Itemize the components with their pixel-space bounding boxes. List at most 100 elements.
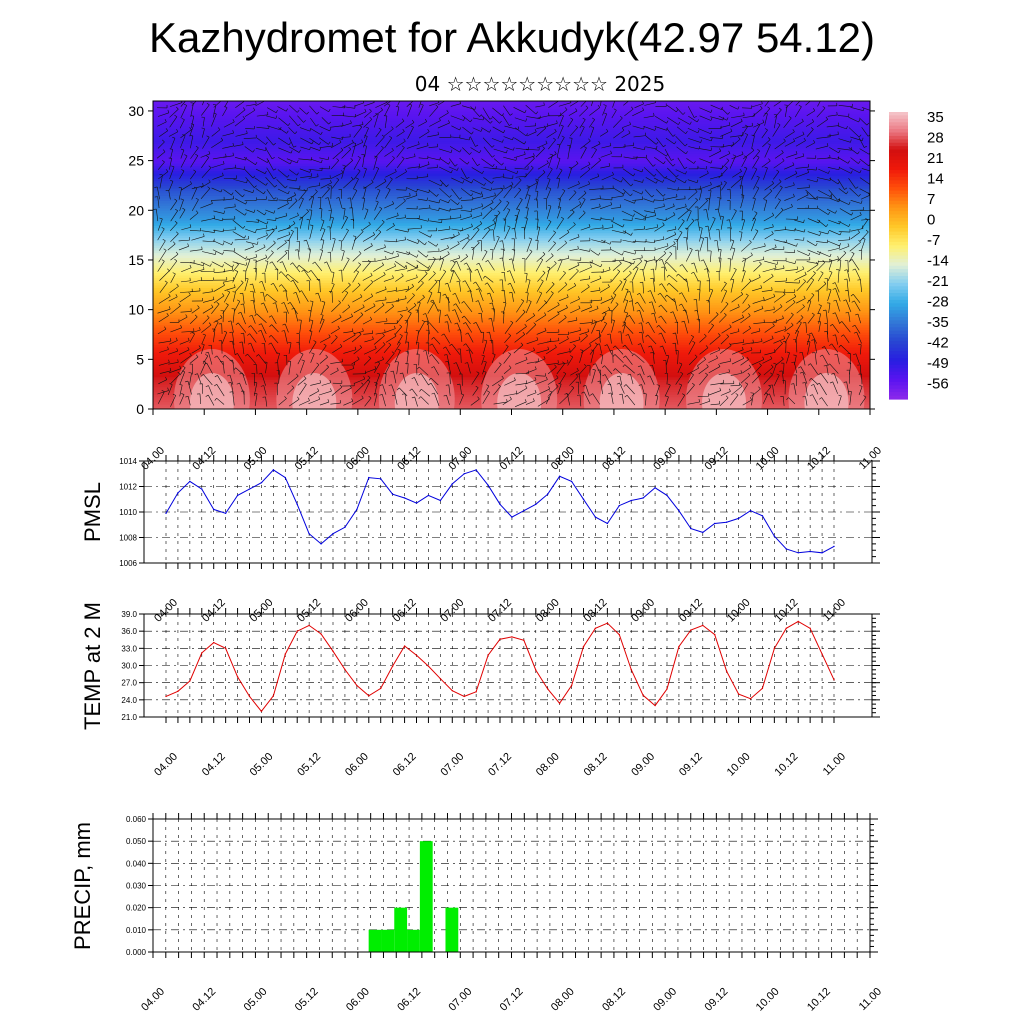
wind-barb-flag — [696, 119, 699, 123]
wind-barb-flag — [181, 393, 185, 395]
wind-barb — [289, 115, 299, 127]
xtick-label: 10.12 — [772, 751, 800, 779]
wind-barb-flag — [795, 170, 798, 174]
wind-barb — [581, 286, 590, 293]
wind-barb-flag — [653, 209, 656, 213]
wind-barb — [675, 106, 684, 115]
wind-barb-flag — [756, 123, 760, 126]
wind-barb-flag — [242, 194, 245, 198]
wind-barb — [795, 140, 806, 147]
wind-barb — [732, 349, 744, 355]
wind-barb — [761, 289, 773, 292]
data-point — [236, 494, 239, 497]
wind-barb — [794, 134, 805, 140]
wind-barb — [264, 261, 269, 273]
wind-barb — [795, 166, 809, 169]
wind-barb — [826, 208, 836, 214]
wind-barb-flag — [479, 221, 483, 224]
wind-barb — [246, 241, 258, 245]
wind-barb-flag — [850, 139, 852, 143]
wind-barb-flag — [401, 393, 406, 395]
wind-barb — [475, 281, 482, 292]
wind-barb-flag — [767, 143, 771, 146]
wind-barb — [526, 182, 538, 189]
wind-barb-flag — [859, 212, 862, 215]
wind-barb-flag — [296, 159, 299, 163]
data-point — [558, 475, 561, 477]
wind-barb — [459, 137, 470, 141]
wind-barb — [556, 158, 561, 170]
wind-barb — [535, 358, 546, 364]
wind-barb-flag — [420, 103, 424, 106]
wind-barb-flag — [802, 95, 804, 97]
wind-barb-flag — [291, 385, 295, 388]
wind-barb-flag — [389, 135, 392, 139]
wind-barb-flag — [571, 385, 575, 389]
wind-barb-flag — [231, 192, 234, 196]
wind-barb-flag — [703, 356, 706, 360]
wind-barb-flag — [386, 101, 388, 103]
wind-barb-flag — [341, 358, 343, 362]
wind-barb — [384, 364, 391, 375]
wind-barb — [848, 116, 859, 123]
wind-barb — [850, 157, 859, 164]
wind-barb — [433, 337, 441, 345]
wind-barb — [158, 315, 169, 323]
wind-barb-flag — [573, 222, 576, 225]
wind-barb-flag — [528, 300, 532, 302]
wind-barb — [326, 261, 332, 272]
wind-barb — [632, 199, 643, 201]
wind-barb — [222, 132, 234, 137]
wind-barb-flag — [184, 154, 188, 157]
wind-barb-flag — [166, 268, 170, 271]
wind-barb-flag — [705, 372, 708, 376]
wind-barb — [406, 295, 415, 304]
wind-barb — [431, 343, 439, 355]
wind-barb — [807, 341, 811, 355]
temperature-band — [153, 312, 870, 316]
wind-barb — [857, 313, 861, 324]
colorbar-segment — [889, 173, 908, 178]
wind-barb-flag — [293, 145, 297, 148]
wind-barb — [773, 318, 784, 323]
wind-barb — [840, 344, 851, 355]
wind-barb-flag — [213, 215, 215, 219]
wind-barb-flag — [622, 324, 625, 327]
wind-barb-flag — [184, 380, 189, 383]
wind-barb — [190, 290, 201, 293]
wind-barb — [170, 222, 178, 231]
wind-barb — [202, 101, 205, 106]
wind-barb-flag — [206, 135, 210, 138]
wind-barb-flag — [810, 384, 814, 386]
wind-barb — [826, 125, 839, 128]
data-point — [833, 679, 835, 681]
wind-barb — [513, 238, 515, 252]
wind-barb-flag — [317, 173, 319, 177]
wind-barb — [319, 315, 324, 324]
wind-barb-flag — [313, 340, 317, 343]
wind-barb-flag — [829, 259, 833, 261]
wind-barb — [785, 296, 797, 304]
wind-barb-flag — [776, 169, 780, 172]
wind-barb — [632, 241, 647, 243]
wind-barb — [619, 376, 623, 386]
wind-barb — [688, 342, 696, 355]
wind-barb-flag — [245, 353, 248, 357]
wind-barb-flag — [858, 239, 861, 243]
wind-barb — [341, 217, 348, 229]
wind-barb-flag — [401, 273, 404, 277]
wind-barb — [234, 282, 244, 293]
wind-barb — [751, 245, 766, 250]
wind-barb — [504, 290, 506, 303]
wind-barb — [373, 156, 378, 170]
wind-barb — [623, 145, 634, 147]
wind-barb — [437, 122, 450, 129]
temperature-band — [153, 329, 870, 333]
wind-barb — [341, 284, 351, 294]
wind-barb-flag — [798, 366, 801, 369]
wind-barb — [158, 130, 168, 137]
xtick-label: 08.00 — [549, 445, 577, 473]
wind-barb — [266, 167, 274, 180]
